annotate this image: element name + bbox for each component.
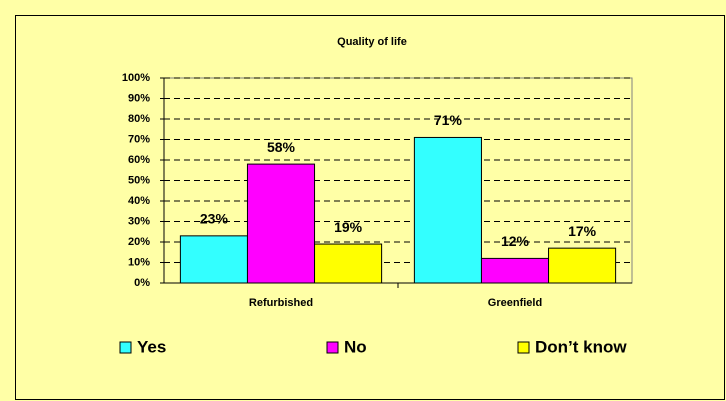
legend-label: Don’t know — [535, 337, 627, 356]
bar — [480, 257, 550, 284]
data-label: 23% — [200, 211, 229, 227]
data-label: 17% — [568, 223, 597, 239]
y-tick-label: 40% — [128, 195, 150, 207]
data-label: 71% — [434, 112, 463, 128]
y-tick-label: 20% — [128, 236, 150, 248]
y-tick-label: 0% — [134, 277, 150, 289]
chart-frame — [15, 15, 725, 400]
x-tick-label: Refurbished — [249, 297, 313, 309]
y-tick-label: 90% — [128, 92, 150, 104]
data-label: 19% — [334, 219, 363, 235]
x-tick-label: Greenfield — [488, 297, 542, 309]
data-label: 12% — [501, 233, 530, 249]
y-tick-label: 10% — [128, 256, 150, 268]
bar — [246, 163, 316, 284]
legend-label: No — [344, 337, 367, 356]
legend-swatch — [517, 341, 530, 354]
bar — [548, 247, 617, 284]
legend-label: Yes — [137, 337, 166, 356]
data-label: 58% — [267, 139, 296, 155]
y-tick-label: 60% — [128, 154, 150, 166]
chart-title: Quality of life — [337, 36, 407, 48]
y-tick-label: 80% — [128, 113, 150, 125]
bar — [179, 235, 248, 284]
legend-swatch — [326, 341, 339, 354]
legend-swatch — [119, 341, 132, 354]
y-tick-label: 30% — [128, 215, 150, 227]
y-tick-label: 100% — [122, 72, 150, 84]
bar — [413, 136, 482, 284]
y-tick-label: 50% — [128, 174, 150, 186]
bar — [314, 243, 383, 284]
y-tick-label: 70% — [128, 133, 150, 145]
